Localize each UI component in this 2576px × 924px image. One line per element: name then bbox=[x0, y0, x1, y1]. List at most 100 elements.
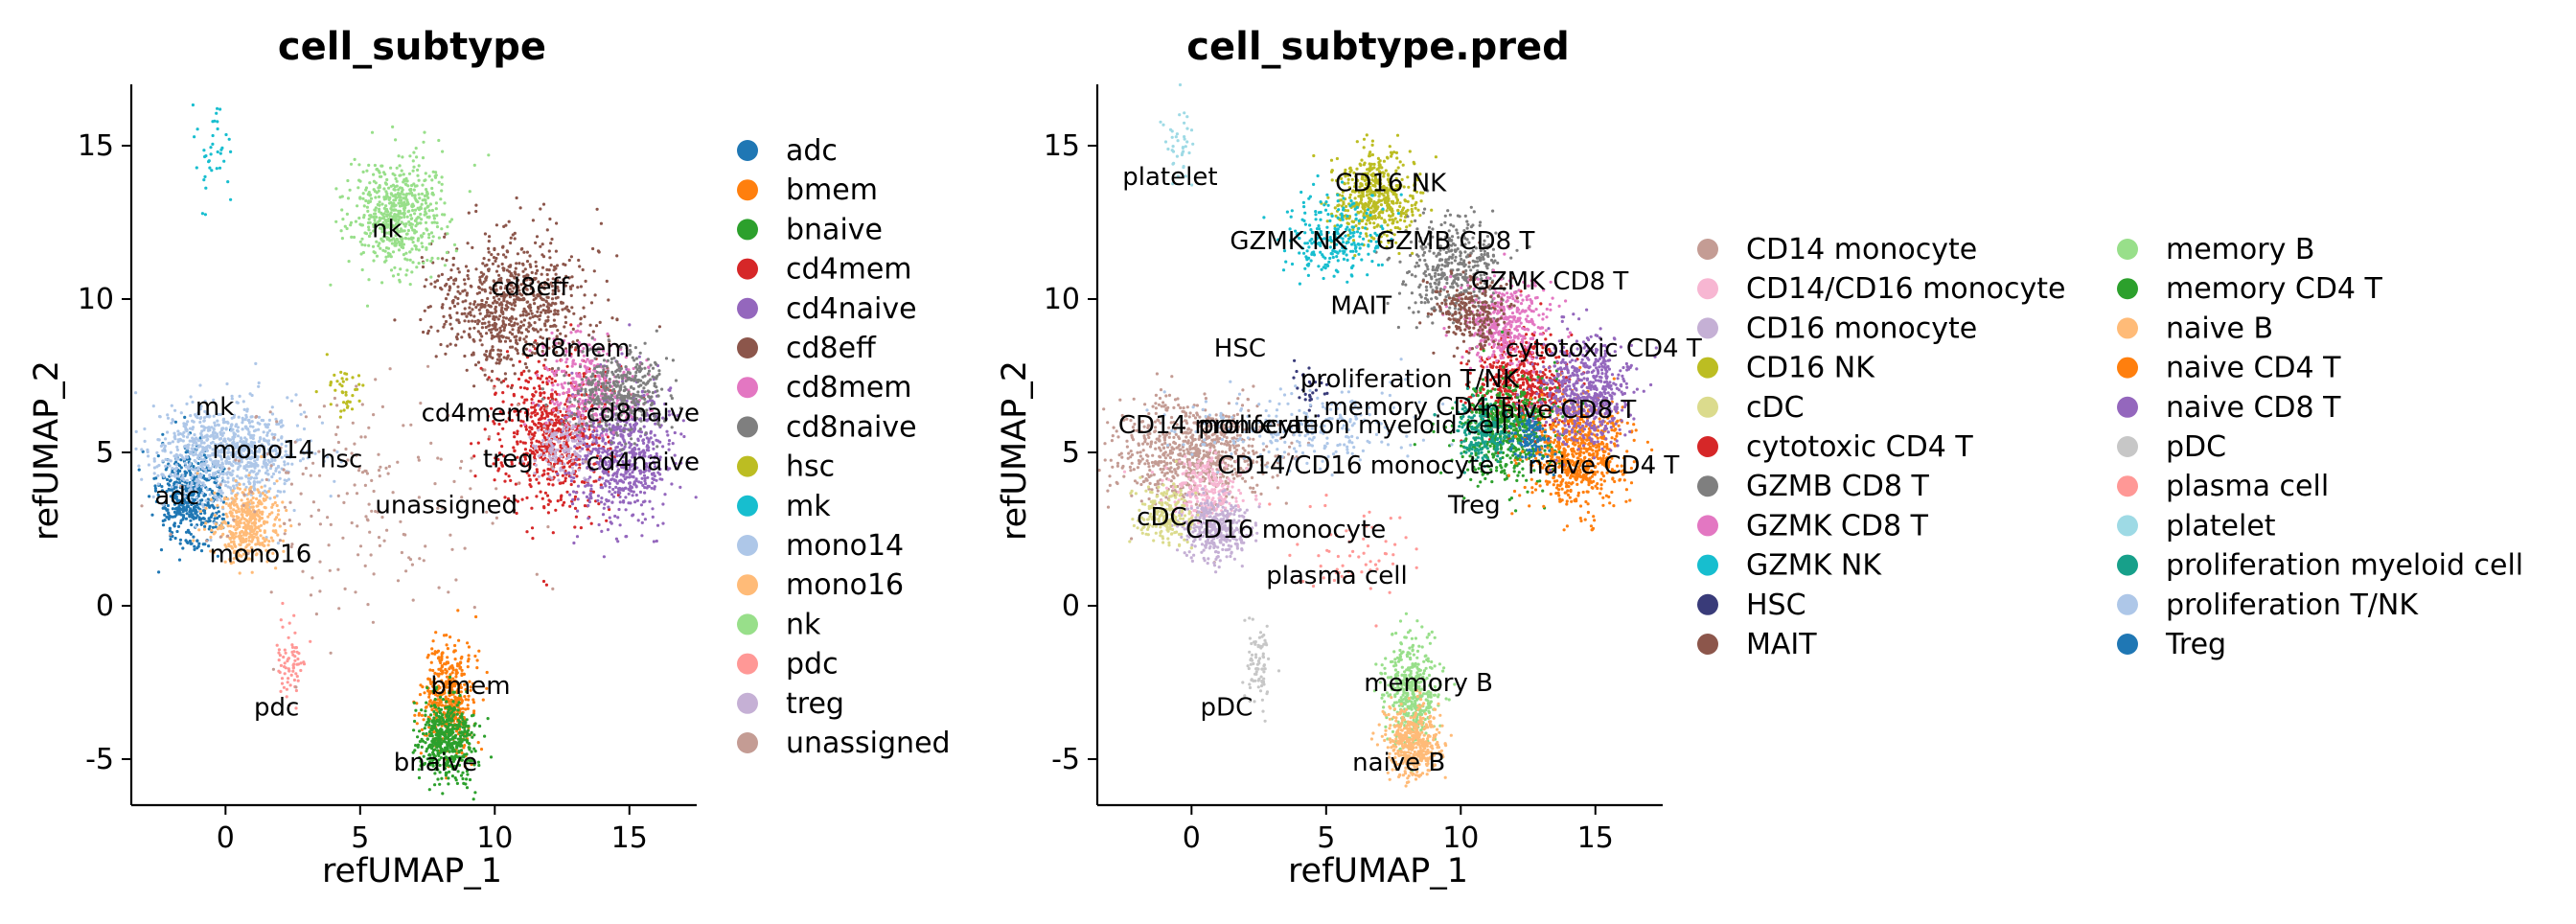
point bbox=[627, 392, 631, 396]
point bbox=[496, 432, 500, 436]
point bbox=[523, 309, 527, 312]
point bbox=[156, 474, 160, 477]
point bbox=[531, 327, 535, 331]
point bbox=[346, 404, 350, 408]
point bbox=[464, 707, 468, 711]
point bbox=[534, 265, 539, 268]
point bbox=[607, 388, 610, 392]
point bbox=[432, 722, 436, 726]
point bbox=[473, 722, 477, 726]
point bbox=[444, 297, 448, 301]
point bbox=[566, 308, 570, 312]
point bbox=[450, 688, 454, 692]
point bbox=[198, 383, 202, 387]
point bbox=[178, 511, 182, 515]
point bbox=[607, 479, 610, 483]
point bbox=[504, 316, 509, 320]
point bbox=[164, 506, 168, 511]
point bbox=[268, 497, 272, 500]
point bbox=[446, 647, 449, 651]
point bbox=[444, 284, 448, 288]
point bbox=[204, 498, 208, 503]
point bbox=[560, 419, 564, 423]
point bbox=[491, 356, 494, 360]
point bbox=[527, 369, 531, 373]
point bbox=[201, 446, 205, 450]
point bbox=[193, 135, 196, 139]
point bbox=[617, 442, 621, 446]
point bbox=[611, 381, 616, 384]
point bbox=[466, 273, 470, 278]
point bbox=[176, 429, 180, 433]
point bbox=[440, 664, 444, 668]
point bbox=[140, 448, 144, 451]
point bbox=[578, 383, 582, 387]
point bbox=[544, 328, 548, 332]
point bbox=[335, 380, 339, 383]
point bbox=[531, 394, 536, 398]
point bbox=[530, 526, 535, 530]
point bbox=[565, 407, 569, 412]
point bbox=[455, 712, 459, 716]
point bbox=[421, 265, 426, 269]
point bbox=[643, 476, 647, 480]
point bbox=[541, 303, 546, 307]
point bbox=[564, 419, 568, 423]
point bbox=[655, 377, 658, 381]
point bbox=[175, 529, 179, 534]
point bbox=[587, 369, 592, 374]
point bbox=[201, 517, 205, 520]
point bbox=[630, 427, 633, 431]
point bbox=[614, 431, 618, 435]
point bbox=[257, 384, 261, 388]
point bbox=[456, 285, 460, 289]
point bbox=[257, 415, 261, 419]
point bbox=[547, 379, 551, 383]
point bbox=[168, 488, 172, 492]
point bbox=[480, 298, 484, 303]
point bbox=[338, 415, 342, 419]
point bbox=[519, 320, 523, 324]
point bbox=[485, 263, 489, 267]
point bbox=[559, 402, 563, 405]
point bbox=[624, 379, 628, 383]
point bbox=[469, 313, 472, 317]
point bbox=[667, 442, 671, 446]
point bbox=[193, 498, 196, 502]
point bbox=[583, 504, 587, 508]
point bbox=[652, 540, 656, 543]
point bbox=[639, 430, 644, 434]
point bbox=[585, 368, 588, 372]
point bbox=[651, 375, 655, 379]
point bbox=[250, 393, 254, 398]
point bbox=[517, 377, 521, 381]
point bbox=[528, 254, 532, 258]
point bbox=[452, 705, 456, 710]
point bbox=[437, 274, 441, 278]
point bbox=[576, 286, 580, 289]
point bbox=[602, 368, 606, 372]
point bbox=[624, 496, 628, 499]
point bbox=[153, 484, 157, 488]
point bbox=[510, 386, 514, 390]
point bbox=[563, 325, 566, 329]
point bbox=[528, 478, 532, 482]
point bbox=[621, 375, 625, 380]
point bbox=[502, 224, 506, 228]
point bbox=[518, 325, 523, 329]
point bbox=[202, 453, 206, 457]
point bbox=[448, 307, 452, 311]
point bbox=[428, 745, 432, 749]
point bbox=[459, 715, 463, 719]
point bbox=[572, 404, 576, 408]
point bbox=[258, 469, 262, 473]
point bbox=[682, 434, 686, 439]
point bbox=[571, 497, 575, 501]
point bbox=[514, 317, 518, 321]
point bbox=[616, 540, 620, 543]
point bbox=[612, 391, 617, 395]
point bbox=[538, 445, 541, 449]
point bbox=[168, 464, 172, 468]
point bbox=[450, 744, 454, 749]
point bbox=[595, 370, 600, 375]
